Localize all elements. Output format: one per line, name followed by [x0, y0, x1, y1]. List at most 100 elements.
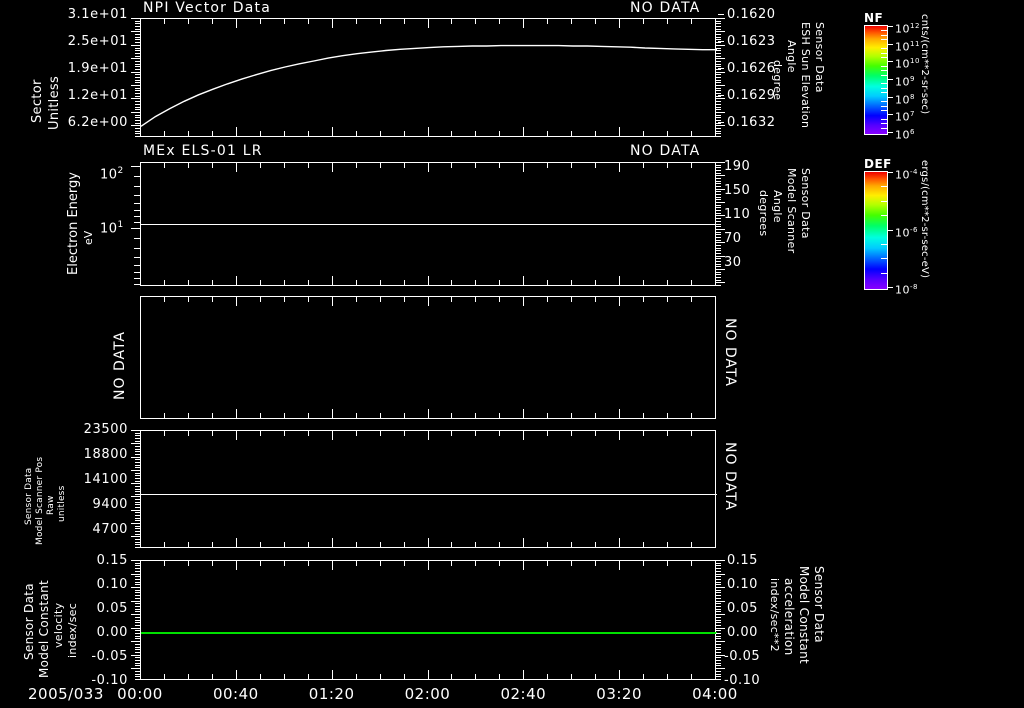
panel-2-ytick-1: 101 [100, 220, 124, 237]
panel-5-right-ytick-3: 0.00 [727, 625, 758, 640]
colorbar-nf-minortick [881, 48, 887, 49]
colorbar-def-tickmark-1 [888, 230, 893, 231]
colorbar-nf-minortick [881, 128, 887, 129]
colorbar-def-gradient [865, 172, 887, 289]
colorbar-nf-minortick [881, 119, 887, 120]
time-axis-date: 2005/033 [28, 685, 104, 703]
panel-4-ytick-4: 4700 [92, 522, 128, 537]
colorbar-def-minortick [881, 244, 887, 245]
colorbar-nf-minortick [881, 70, 887, 71]
panel-4-ylabel-line1: Sensor Data [24, 467, 34, 525]
panel-4-ylabel-line2: Model Scanner Pos [35, 456, 45, 545]
axis-minor-ticks [130, 560, 140, 680]
panel-5-right-ytick-2: 0.05 [727, 601, 758, 616]
panel-5-plot-frame[interactable] [140, 560, 717, 680]
panel-2-right-ytick-0: 190 [724, 159, 751, 174]
panel-5-ytick-4: -0.05 [91, 649, 128, 664]
panel-5-ylabel-line1: Sensor Data [22, 583, 36, 660]
panel-1-right-ytick-3: 0.1629 [727, 88, 776, 103]
panel-2-ylabel-line1: Electron Energy [66, 172, 81, 275]
panel-1-plot-frame[interactable] [140, 18, 717, 137]
panel-5-right-ytick-0: 0.15 [727, 553, 758, 568]
time-axis-tick-6: 04:00 [692, 685, 738, 703]
time-axis-tick-4: 02:40 [500, 685, 547, 703]
colorbar-nf-tickmark-4 [888, 97, 893, 98]
panel-3-plot-frame[interactable] [140, 296, 716, 419]
axis-minor-ticks [130, 430, 140, 548]
colorbar-nf-ticklabel-6: 106 [895, 128, 915, 142]
time-axis-tick-5: 03:20 [596, 685, 643, 703]
panel-5-ytick-5: -0.10 [91, 673, 128, 688]
panel-2-right-label-line1: Sensor Data [799, 168, 812, 239]
panel-2-no-data-label: NO DATA [630, 143, 701, 159]
colorbar-nf-minortick [881, 66, 887, 67]
colorbar-nf-tickmark-1 [888, 44, 893, 45]
panel-1-right-ytick-4: 0.1632 [727, 115, 776, 130]
panel-5-right-label-line1: Sensor Data [812, 566, 826, 643]
colorbar-def-minortick [881, 186, 887, 187]
panel-2-title: MEx ELS-01 LR [143, 143, 263, 159]
colorbar-nf-minortick [881, 30, 887, 31]
colorbar-nf-ticklabel-0: 1012 [895, 22, 920, 36]
panel-5-ylabel-line3: velocity [52, 602, 65, 648]
colorbar-nf-tickmark-2 [888, 61, 893, 62]
panel-5-ylabel-line2: Model Constant [37, 580, 51, 678]
colorbar-def-ticklabel-1: 10-6 [895, 226, 918, 240]
colorbar-def-label: DEF [864, 157, 892, 171]
panel-2-right-ytick-4: 30 [724, 255, 742, 270]
time-axis-tick-1: 00:40 [212, 685, 259, 703]
colorbar-nf-minortick [881, 88, 887, 89]
colorbar-nf-tickmark-3 [888, 79, 893, 80]
panel-1-right-label-line3: Angle [785, 40, 798, 73]
colorbar-nf-gradient [865, 26, 887, 134]
panel-2-right-label-line4: degrees [757, 190, 770, 237]
colorbar-nf-ticklabel-1: 1011 [895, 40, 920, 54]
panel-1-ytick-0: 3.1e+01 [67, 7, 128, 22]
panel-4-ytick-0: 23500 [83, 422, 128, 437]
panel-1-right-ytick-0: 0.1620 [727, 7, 776, 22]
panel-1-right-label-line1: Sensor Data [813, 22, 826, 93]
panel-5-right-ytick-1: 0.10 [727, 577, 758, 592]
panel-1-ytick-2: 1.9e+01 [67, 61, 128, 76]
colorbar-nf-units: cnts/(cm**2-sr-sec) [919, 14, 930, 115]
panel-4-plot-frame[interactable] [140, 430, 717, 548]
panel-1-ytick-3: 1.2e+01 [67, 88, 128, 103]
panel-4-ytick-3: 9400 [92, 497, 128, 512]
colorbar-nf-minortick [881, 101, 887, 102]
panel-4-ylabel-line3: Raw [46, 495, 56, 515]
panel-1-right-label-line4: degree [771, 60, 784, 101]
colorbar-def-ticklabel-0: 10-4 [895, 168, 918, 182]
panel-1-right-ytick-2: 0.1626 [727, 61, 776, 76]
colorbar-def-tickmark-0 [888, 172, 893, 173]
colorbar-nf-minortick [881, 106, 887, 107]
colorbar-nf-ticklabel-3: 109 [895, 75, 915, 89]
panel-3-right-no-data-label: NO DATA [722, 318, 738, 388]
colorbar-nf-minortick [881, 83, 887, 84]
panel-3-left-no-data-label: NO DATA [112, 330, 128, 400]
panel-5-data-line [141, 632, 717, 634]
colorbar-nf-label: NF [864, 11, 884, 25]
panel-5-right-ytick-5: -0.10 [724, 673, 761, 688]
panel-5-ylabel-line4: index/sec [66, 602, 79, 658]
panel-1-data-curve [140, 44, 717, 127]
panel-1-no-data-label: NO DATA [630, 0, 701, 16]
panel-1-ytick-4: 6.2e+00 [67, 115, 128, 130]
colorbar-nf-minortick [881, 53, 887, 54]
time-axis-tick-2: 01:20 [308, 685, 355, 703]
colorbar-nf-ticklabel-5: 107 [895, 110, 915, 124]
panel-5-ytick-0: 0.15 [96, 553, 128, 568]
colorbar-def-minortick [881, 201, 887, 202]
colorbar-nf-minortick [881, 39, 887, 40]
colorbar-nf-minortick [881, 75, 887, 76]
panel-1-ylabel-line2: Unitless [47, 75, 62, 130]
panel-2-plot-frame[interactable] [140, 162, 717, 286]
axis-minor-ticks [130, 18, 140, 137]
panel-5-right-label-line2: Model Constant [797, 566, 811, 664]
colorbar-nf-minortick [881, 57, 887, 58]
colorbar-nf-minortick [881, 110, 887, 111]
colorbar-def-units: ergs/(cm**2-sr-sec-eV) [919, 160, 930, 279]
panel-1-ytick-1: 2.5e+01 [67, 34, 128, 49]
colorbar-nf-tickmark-6 [888, 132, 893, 133]
panel-2-data-line [141, 224, 717, 225]
